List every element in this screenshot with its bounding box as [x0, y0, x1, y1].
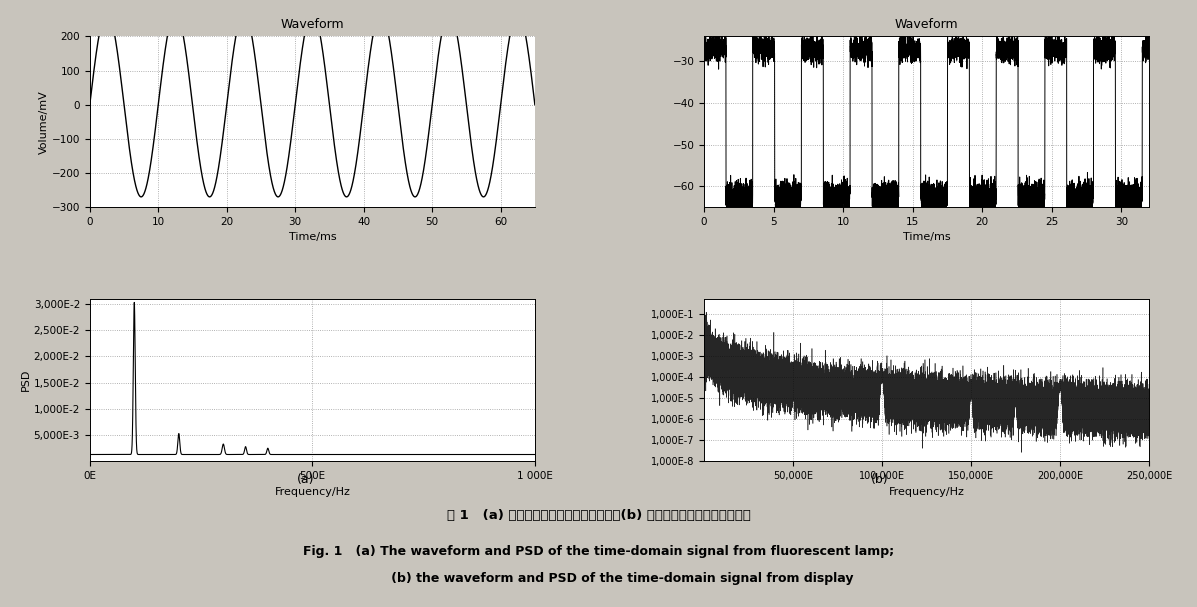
X-axis label: Frequency/Hz: Frequency/Hz — [274, 487, 351, 497]
Text: (a): (a) — [297, 473, 314, 486]
Text: (b) the waveform and PSD of the time-domain signal from display: (b) the waveform and PSD of the time-dom… — [344, 572, 853, 585]
Text: 图 1   (a) 荧光灯时域信号及功率谱密度；(b) 显示器时域信号及功率谱密度: 图 1 (a) 荧光灯时域信号及功率谱密度；(b) 显示器时域信号及功率谱密度 — [446, 509, 751, 522]
X-axis label: Frequency/Hz: Frequency/Hz — [888, 487, 965, 497]
Text: Fig. 1   (a) The waveform and PSD of the time-domain signal from fluorescent lam: Fig. 1 (a) The waveform and PSD of the t… — [303, 546, 894, 558]
X-axis label: Time/ms: Time/ms — [288, 232, 336, 242]
Text: (b): (b) — [871, 473, 888, 486]
X-axis label: Time/ms: Time/ms — [903, 232, 950, 242]
Title: Waveform: Waveform — [894, 18, 959, 31]
Y-axis label: PSD: PSD — [20, 369, 31, 392]
Y-axis label: Volume/mV: Volume/mV — [38, 90, 49, 154]
Title: Waveform: Waveform — [280, 18, 345, 31]
